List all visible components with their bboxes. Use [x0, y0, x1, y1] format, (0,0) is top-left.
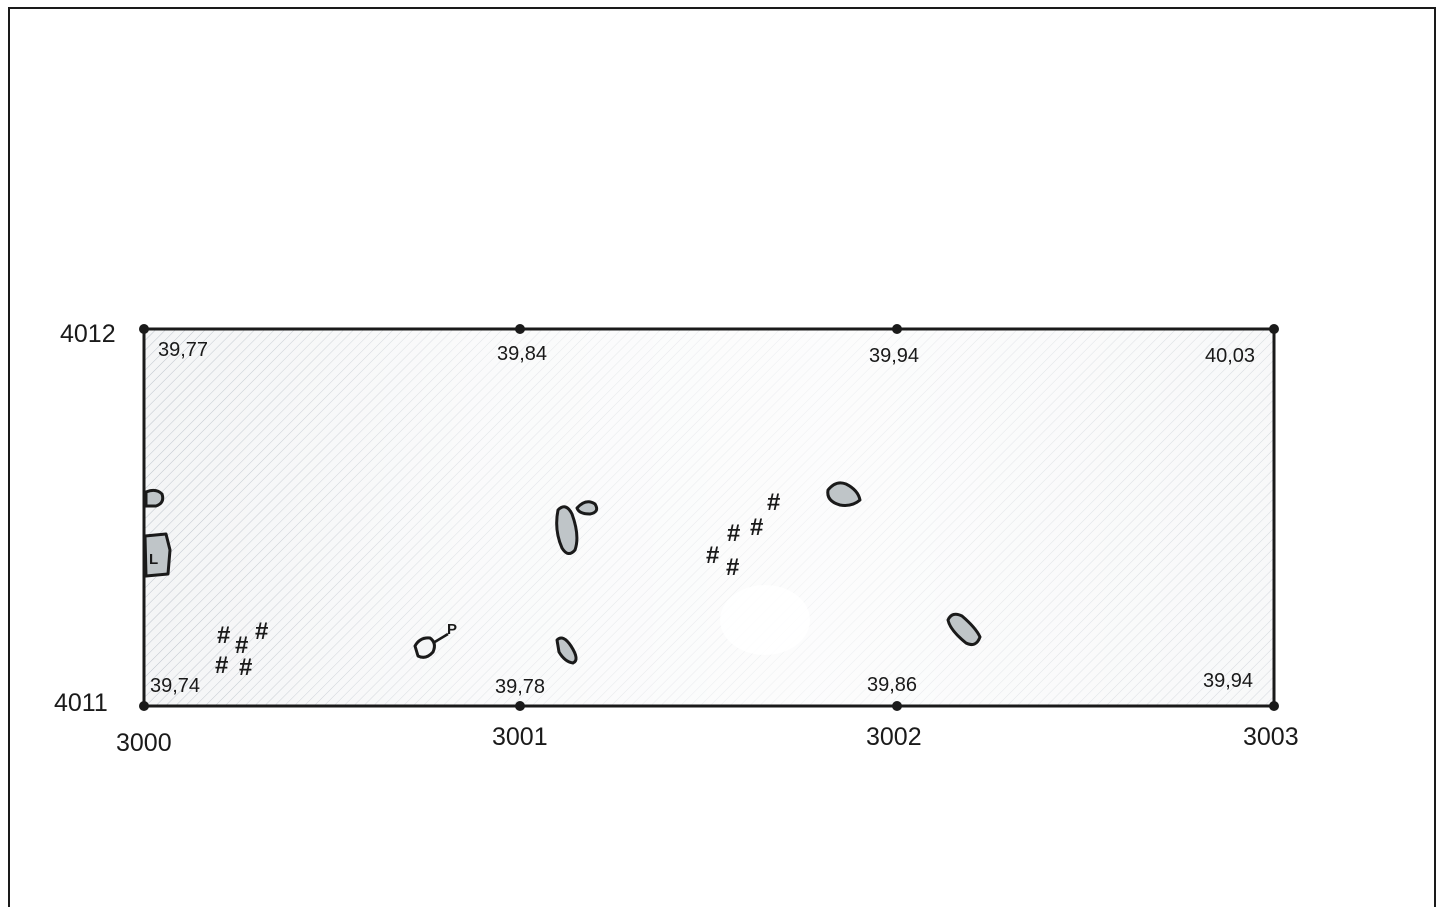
- hash-symbol: #: [706, 542, 720, 569]
- grid-point: [139, 701, 149, 711]
- hash-symbol: #: [239, 654, 253, 681]
- grid-point: [892, 324, 902, 334]
- stone-elongated: [555, 636, 578, 665]
- stone-bottom-right: [946, 612, 982, 646]
- grid-point: [1269, 701, 1279, 711]
- y-label-bottom: 4011: [54, 689, 108, 717]
- x-label-3003: 3003: [1243, 723, 1299, 751]
- stone-edge-small: [144, 488, 165, 508]
- clear-spot: [720, 585, 810, 655]
- posthole-ring: [413, 636, 436, 659]
- hash-symbol: #: [767, 489, 781, 516]
- posthole-label: P: [447, 621, 458, 638]
- elevation-top-4: 40,03: [1205, 345, 1256, 367]
- grid-point: [1269, 324, 1279, 334]
- hash-symbol: #: [727, 520, 741, 547]
- y-label-top: 4012: [60, 320, 116, 348]
- hash-symbol: #: [215, 652, 229, 679]
- elevation-bottom-4: 39,94: [1203, 670, 1254, 692]
- grid-point: [892, 701, 902, 711]
- plan-border: [142, 327, 1276, 708]
- grid-point: [515, 324, 525, 334]
- x-label-3001: 3001: [492, 723, 548, 751]
- grid-point: [139, 324, 149, 334]
- hash-symbol: #: [217, 622, 231, 649]
- stone-small-right: [575, 500, 599, 516]
- hash-symbol: #: [235, 632, 249, 659]
- x-label-3002: 3002: [866, 723, 922, 751]
- elevation-top-1: 39,77: [158, 339, 209, 361]
- elevation-bottom-3: 39,86: [867, 674, 918, 696]
- stone-edge-large: [143, 532, 172, 578]
- stone-letter-label: L: [149, 551, 159, 568]
- elevation-top-2: 39,84: [497, 343, 548, 365]
- elevation-bottom-2: 39,78: [495, 676, 546, 698]
- page-frame: [8, 7, 1436, 907]
- posthole-leader: [432, 632, 449, 645]
- elevation-bottom-1: 39,74: [150, 675, 201, 697]
- stone-near-hashes: [826, 481, 862, 507]
- grid-points: [139, 324, 1279, 711]
- hash-symbol: #: [750, 514, 764, 541]
- plan-area-fade: [144, 329, 1274, 706]
- hash-symbol: #: [726, 554, 740, 581]
- stone-oval: [555, 505, 579, 555]
- stones: [143, 481, 982, 665]
- elevation-top-3: 39,94: [869, 345, 920, 367]
- grid-point: [515, 701, 525, 711]
- hash-symbol: #: [255, 618, 269, 645]
- x-label-3000: 3000: [116, 729, 172, 757]
